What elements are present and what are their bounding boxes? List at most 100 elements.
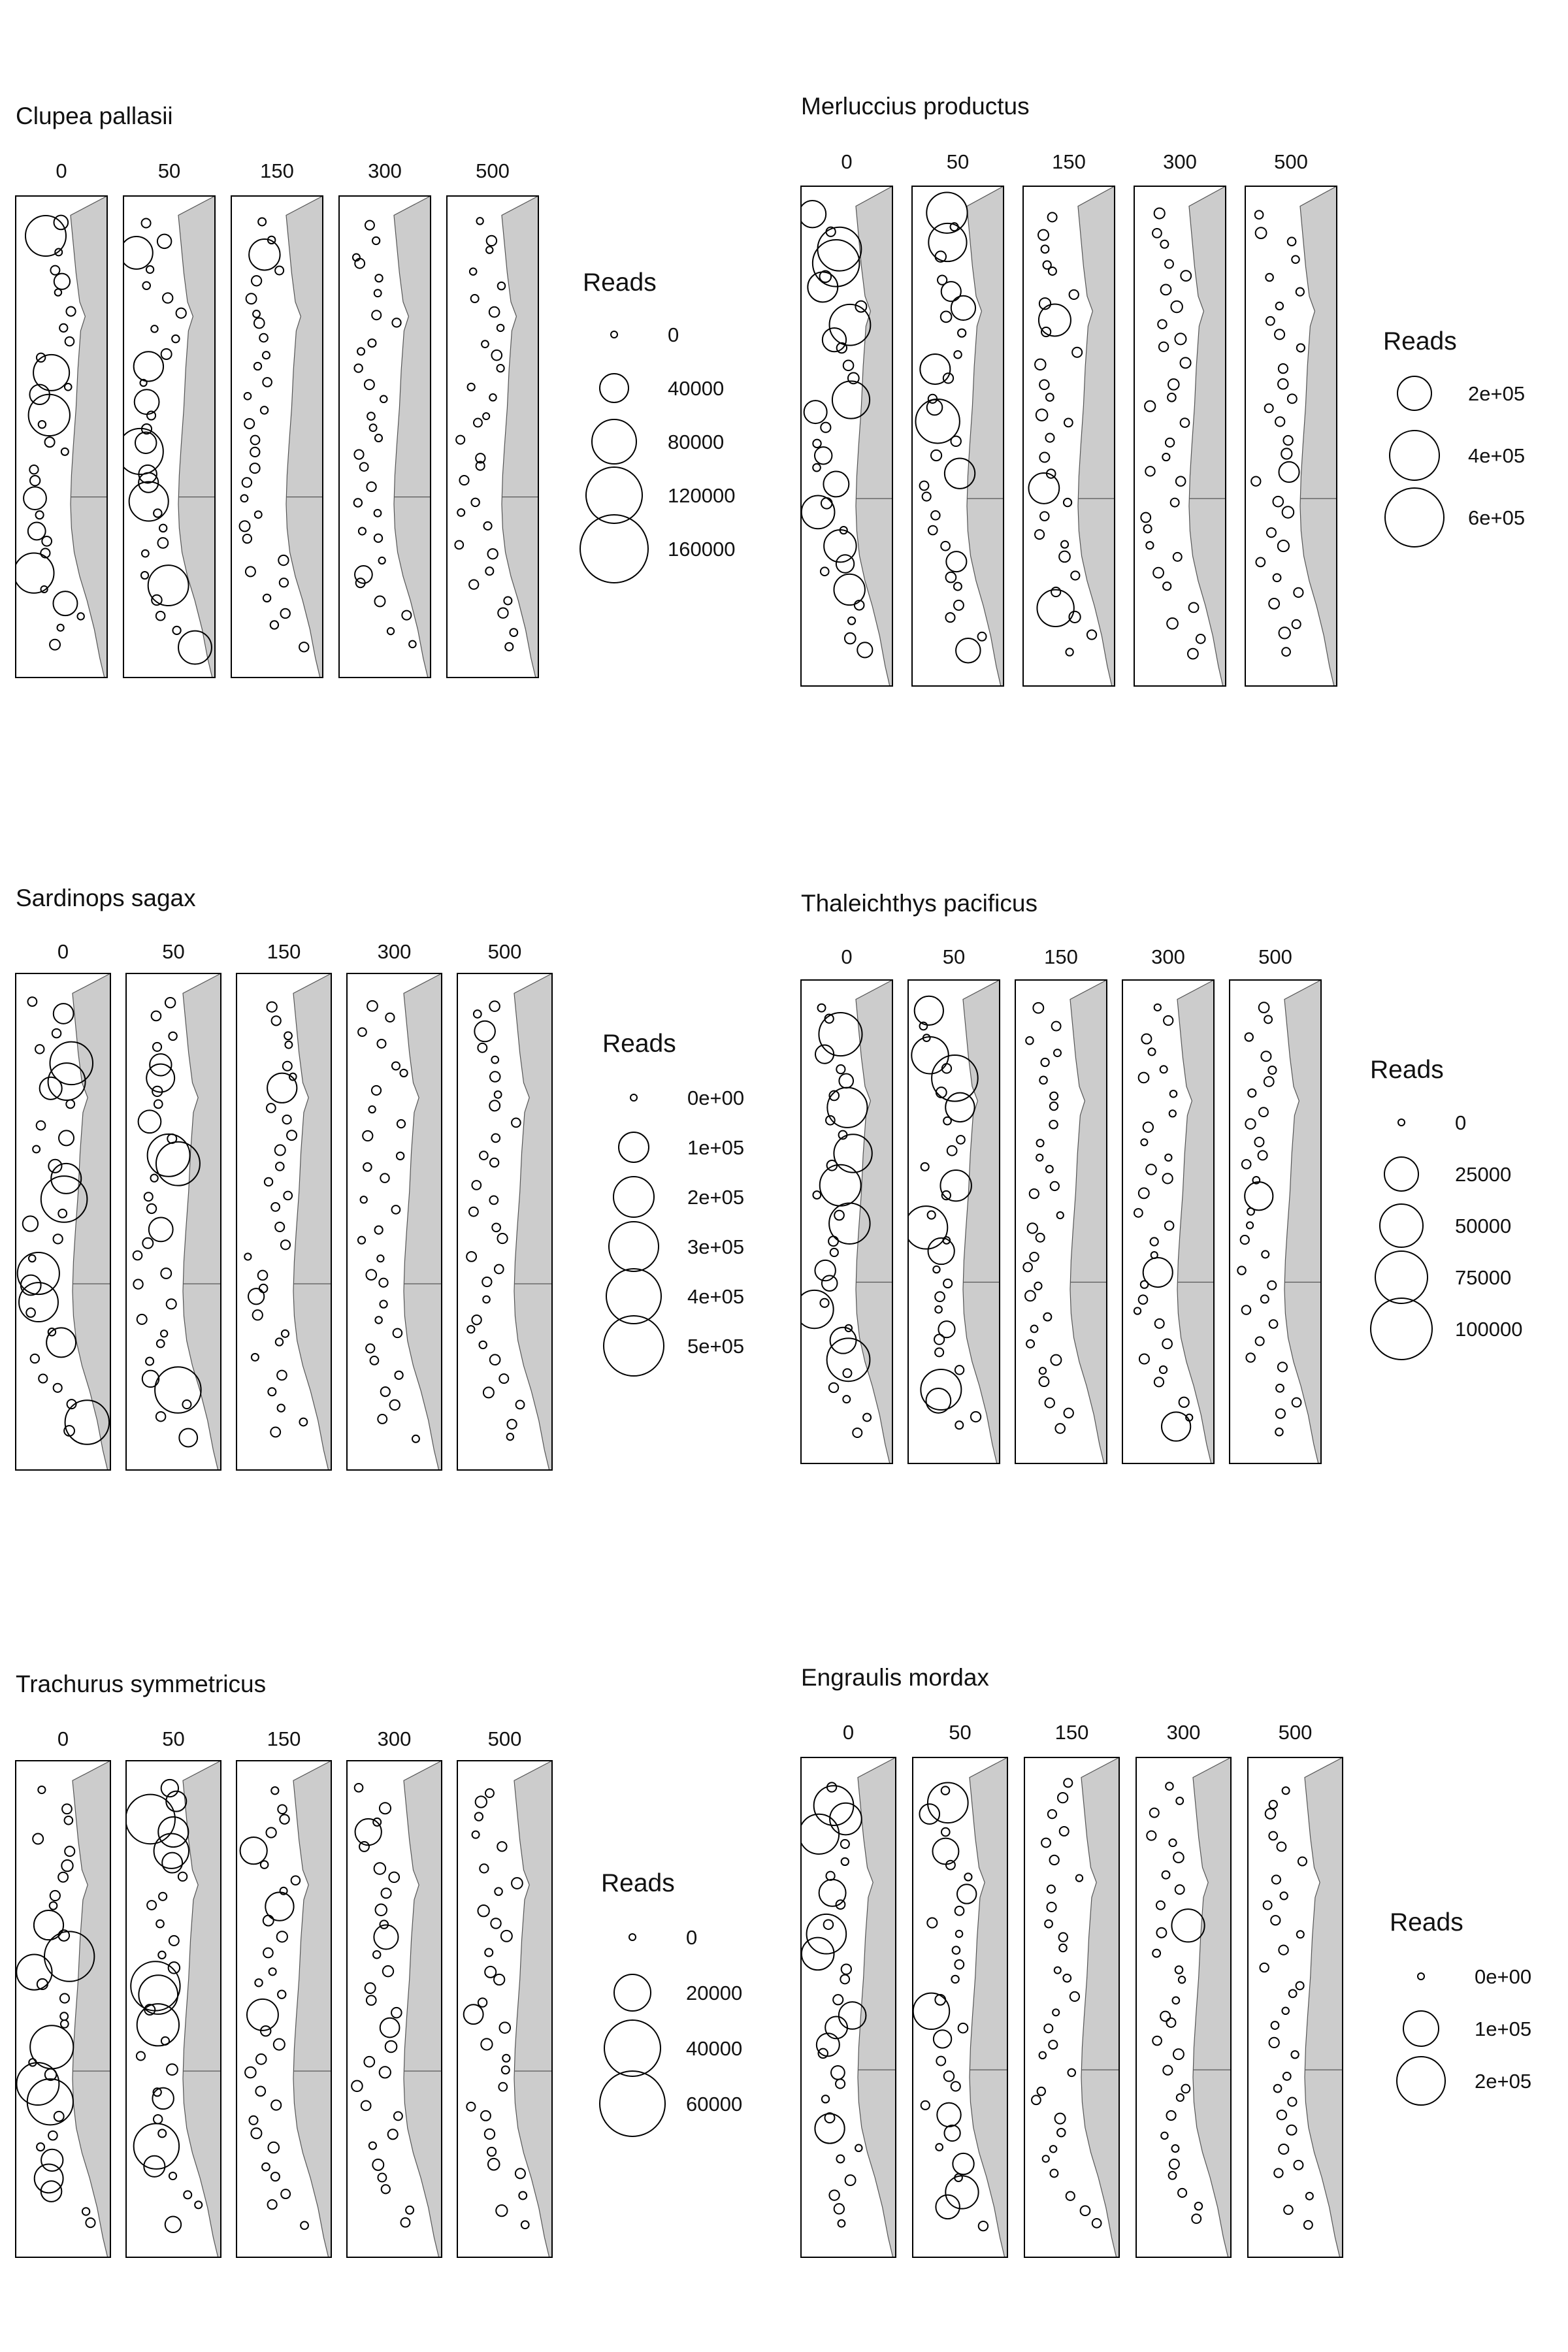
station-point (482, 412, 491, 421)
station-point (1254, 210, 1264, 220)
station-point (483, 521, 493, 531)
station-point (1058, 1943, 1068, 1953)
station-point (1060, 540, 1070, 549)
station-point (1274, 329, 1286, 340)
station-point (497, 1841, 508, 1852)
station-point (1293, 587, 1304, 598)
station-point (472, 1009, 482, 1019)
station-point (1091, 2218, 1102, 2229)
legend-label: 0 (686, 1926, 697, 1949)
station-point (134, 431, 157, 454)
station-point (150, 1173, 159, 1183)
legend-label: 6e+05 (1468, 506, 1525, 529)
station-point (1281, 506, 1295, 519)
station-point (1282, 434, 1294, 446)
station-point (927, 1237, 955, 1266)
station-point (932, 1265, 941, 1274)
station-point (491, 1133, 501, 1143)
station-point (466, 1250, 478, 1262)
station-point (1039, 1075, 1048, 1085)
legend-label: 160000 (668, 538, 735, 561)
land-area (1077, 186, 1115, 686)
station-point (1268, 597, 1281, 610)
station-point (1265, 316, 1275, 326)
station-point (957, 328, 967, 338)
station-point (18, 1282, 59, 1323)
station-point (158, 1891, 168, 1901)
station-point (1281, 448, 1293, 460)
station-point (1260, 1294, 1269, 1304)
station-point (943, 1278, 953, 1289)
station-point (280, 1329, 289, 1338)
station-point (1293, 2159, 1304, 2170)
station-point (1164, 437, 1175, 448)
legend-circle (1389, 430, 1440, 481)
station-point (126, 1793, 176, 1845)
station-point (486, 2146, 497, 2157)
station-point (823, 1919, 834, 1930)
station-point (384, 2040, 398, 2053)
station-point (50, 1162, 82, 1194)
station-point (59, 1993, 70, 2004)
facet-frame (800, 1757, 896, 2258)
station-point (847, 372, 860, 385)
station-point (387, 2129, 399, 2140)
station-point (388, 1871, 400, 1884)
station-point (957, 2022, 969, 2034)
land-area (501, 196, 538, 678)
station-point (372, 1817, 382, 1827)
station-point (1290, 2050, 1299, 2059)
station-point (16, 1252, 60, 1296)
station-point (812, 1190, 822, 1200)
depth-facet (16, 1761, 110, 2257)
station-point (374, 274, 384, 283)
station-point (155, 1141, 201, 1186)
station-point (497, 607, 509, 619)
station-point (1167, 393, 1177, 402)
station-point (282, 1115, 292, 1125)
depth-facet (239, 1761, 331, 2257)
station-point (518, 2191, 528, 2200)
station-point (143, 1192, 154, 1202)
station-point (284, 1031, 293, 1041)
station-point (355, 578, 366, 589)
station-point (1137, 1071, 1150, 1084)
legend-title: Reads (1370, 1056, 1444, 1084)
station-point (919, 480, 930, 491)
land-area (182, 973, 221, 1470)
station-point (259, 1860, 269, 1869)
station-point (371, 236, 381, 246)
station-point (814, 1259, 836, 1282)
station-point (299, 642, 310, 653)
legend-title: Reads (601, 1869, 675, 1897)
station-point (16, 1953, 53, 1991)
station-point (478, 1340, 487, 1350)
station-point (373, 533, 384, 543)
station-point (48, 1158, 63, 1173)
station-point (1287, 2097, 1298, 2107)
legend-circle (608, 1221, 659, 1272)
station-point (140, 571, 150, 580)
station-point (243, 391, 252, 400)
station-point (41, 2148, 64, 2172)
station-point (244, 566, 256, 578)
station-point (155, 610, 166, 621)
station-point (954, 1959, 965, 1970)
station-point (357, 1235, 367, 1245)
species-panel: Thaleichthys pacificus 0 50 150 300 500 Reads 0… (800, 890, 1522, 1464)
station-point (1291, 255, 1300, 264)
station-point (1245, 1118, 1256, 1130)
station-point (1258, 1002, 1270, 1013)
station-point (40, 2180, 63, 2202)
station-point (1037, 229, 1049, 241)
station-point (911, 1036, 949, 1075)
station-point (172, 625, 182, 636)
station-point (244, 2066, 257, 2079)
depth-facet (1022, 980, 1107, 1463)
depth-label: 300 (368, 159, 402, 182)
station-point (1063, 1407, 1074, 1418)
station-point (49, 1889, 61, 1902)
station-point (1267, 1065, 1277, 1075)
legend-circle (1375, 1250, 1428, 1304)
station-point (85, 2217, 96, 2229)
